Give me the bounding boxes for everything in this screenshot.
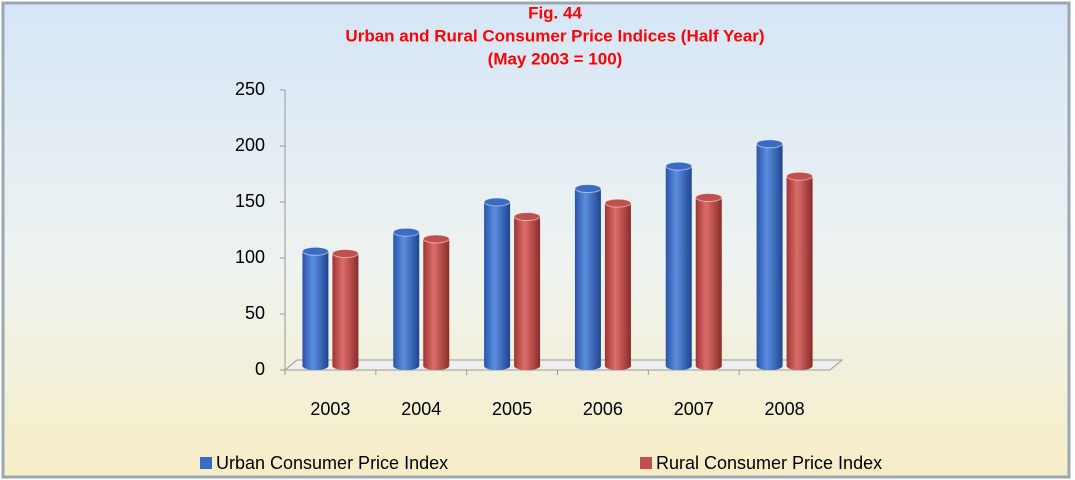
y-tick-label: 200 [235, 135, 265, 155]
y-tick-label: 150 [235, 191, 265, 211]
bar-cap [695, 193, 723, 203]
bar-base [514, 362, 541, 370]
bar [513, 212, 541, 370]
bar-cap [331, 249, 359, 259]
bar-base [302, 362, 329, 370]
bar-body [665, 166, 692, 366]
bar-base [332, 362, 359, 370]
bar-base [604, 362, 631, 370]
y-tick-label: 250 [235, 79, 265, 99]
bar-cap [301, 246, 329, 256]
bar-base [665, 362, 692, 370]
bar-cap [756, 139, 784, 149]
bar-body [423, 238, 450, 366]
bar [301, 246, 329, 370]
bar [483, 197, 511, 370]
bar-body [695, 197, 722, 366]
x-tick-label: 2006 [583, 399, 623, 419]
bar [604, 198, 632, 370]
bar-base [695, 362, 722, 370]
y-tick-label: 100 [235, 247, 265, 267]
bar-cap [513, 212, 541, 222]
bar-body [756, 143, 783, 366]
bar-cap [665, 161, 693, 171]
bar-body [393, 232, 420, 366]
x-tick-label: 2003 [310, 399, 350, 419]
bar-base [756, 362, 783, 370]
bar [331, 249, 359, 370]
bar-base [393, 362, 420, 370]
bar [574, 184, 602, 370]
bar-base [484, 362, 511, 370]
x-tick-label: 2007 [674, 399, 714, 419]
bar-base [423, 362, 450, 370]
bar-cap [574, 184, 602, 194]
bar-body [574, 188, 601, 366]
legend-swatch [200, 457, 212, 469]
bar [392, 227, 420, 370]
bar-body [302, 251, 329, 366]
bar [665, 161, 693, 370]
bar-base [574, 362, 601, 370]
bar [756, 139, 784, 370]
legend-label: Rural Consumer Price Index [656, 453, 882, 473]
bar-cap [604, 198, 632, 208]
y-tick-label: 0 [255, 359, 265, 379]
legend-label: Urban Consumer Price Index [216, 453, 448, 473]
bar-cap [392, 227, 420, 237]
bar-body [514, 216, 541, 366]
bar [422, 234, 450, 370]
bar [695, 193, 723, 370]
bar-base [786, 362, 813, 370]
chart-title: Urban and Rural Consumer Price Indices (… [345, 26, 764, 45]
legend-swatch [640, 457, 652, 469]
bar [786, 171, 814, 370]
bar-cap [483, 197, 511, 207]
x-tick-label: 2008 [765, 399, 805, 419]
bar-body [604, 203, 631, 366]
y-tick-label: 50 [245, 303, 265, 323]
chart-title: (May 2003 = 100) [488, 49, 623, 68]
bar-body [484, 202, 511, 366]
x-tick-label: 2004 [401, 399, 441, 419]
bar-body [786, 176, 813, 366]
chart-title: Fig. 44 [528, 3, 582, 22]
x-tick-label: 2005 [492, 399, 532, 419]
bar-cap [422, 234, 450, 244]
bar-cap [786, 171, 814, 181]
bar-body [332, 253, 359, 366]
